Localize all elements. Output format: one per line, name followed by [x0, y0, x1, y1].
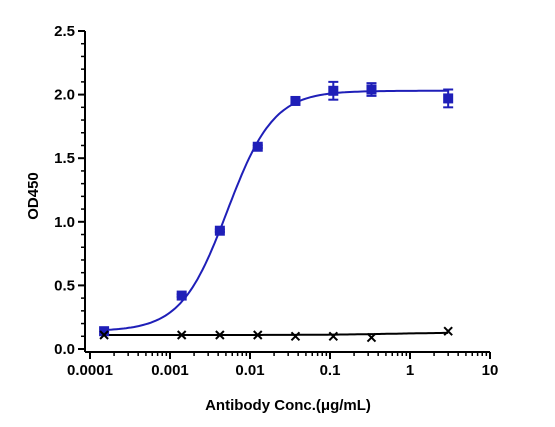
x-mark-stroke: [99, 330, 109, 340]
axes: [84, 31, 490, 353]
data-point-x: [253, 330, 263, 340]
y-tick-label: 1.0: [54, 214, 75, 231]
data-point-x: [215, 330, 225, 340]
data-point-x: [290, 331, 301, 341]
x-mark-stroke: [443, 326, 453, 336]
data-point-square: [252, 141, 263, 152]
x-mark-stroke: [215, 330, 225, 340]
fit-curve-series-2: [104, 331, 449, 336]
data-point-square: [366, 84, 377, 95]
x-tick-label: 10: [482, 362, 499, 379]
x-tick-label: 1: [406, 362, 414, 379]
y-ticks: 0.0 0.5 1.0 1.5 2.0 2.5: [54, 23, 85, 358]
data-point-x: [99, 330, 109, 340]
x-axis-title: Antibody Conc.(μg/mL): [205, 397, 371, 414]
x-mark-stroke: [366, 332, 377, 343]
data-point-x: [366, 332, 377, 343]
data-points: [99, 80, 454, 343]
data-point-square: [290, 95, 301, 106]
x-tick-label: 0.001: [151, 362, 189, 379]
data-point-square: [214, 225, 225, 236]
y-tick-label: 0.0: [54, 341, 75, 358]
x-tick-label: 0.0001: [67, 362, 113, 379]
x-tick-label: 0.1: [320, 362, 341, 379]
data-point-square: [328, 85, 339, 96]
data-point-x: [443, 326, 453, 336]
x-ticks: 0.0001 0.001 0.01 0.1 1 10: [67, 352, 498, 379]
y-axis-title: OD450: [25, 172, 42, 220]
data-point-square: [443, 93, 454, 104]
x-mark-stroke: [328, 331, 339, 341]
y-tick-label: 1.5: [54, 150, 75, 167]
x-tick-label: 0.01: [235, 362, 264, 379]
data-point-x: [328, 331, 339, 341]
x-mark-stroke: [253, 330, 263, 340]
data-point-square: [99, 326, 110, 337]
data-point-square: [176, 290, 187, 301]
x-mark-stroke: [290, 331, 301, 341]
data-point-x: [176, 330, 187, 340]
fit-curve-series-1: [104, 89, 449, 331]
y-tick-label: 2.0: [54, 87, 75, 104]
y-tick-label: 0.5: [54, 277, 75, 294]
fit-curves: [104, 89, 449, 336]
x-mark-stroke: [176, 330, 187, 340]
y-tick-label: 2.5: [54, 23, 75, 40]
